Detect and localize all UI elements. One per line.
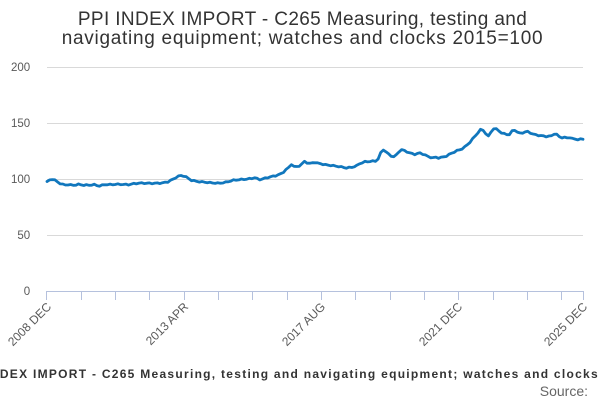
svg-text:50: 50 xyxy=(17,230,30,242)
svg-text:150: 150 xyxy=(11,118,30,130)
svg-text:PPI INDEX IMPORT - C265 Measur: PPI INDEX IMPORT - C265 Measuring, testi… xyxy=(78,9,527,30)
svg-text:Source:: Source: xyxy=(540,383,588,399)
svg-text:navigating equipment; watches: navigating equipment; watches and clocks… xyxy=(62,28,544,49)
svg-text:200: 200 xyxy=(11,62,30,74)
svg-text:0: 0 xyxy=(24,286,30,298)
svg-text:100: 100 xyxy=(11,174,30,186)
svg-text:PPI INDEX IMPORT - C265 Measur: PPI INDEX IMPORT - C265 Measuring, testi… xyxy=(0,367,599,381)
